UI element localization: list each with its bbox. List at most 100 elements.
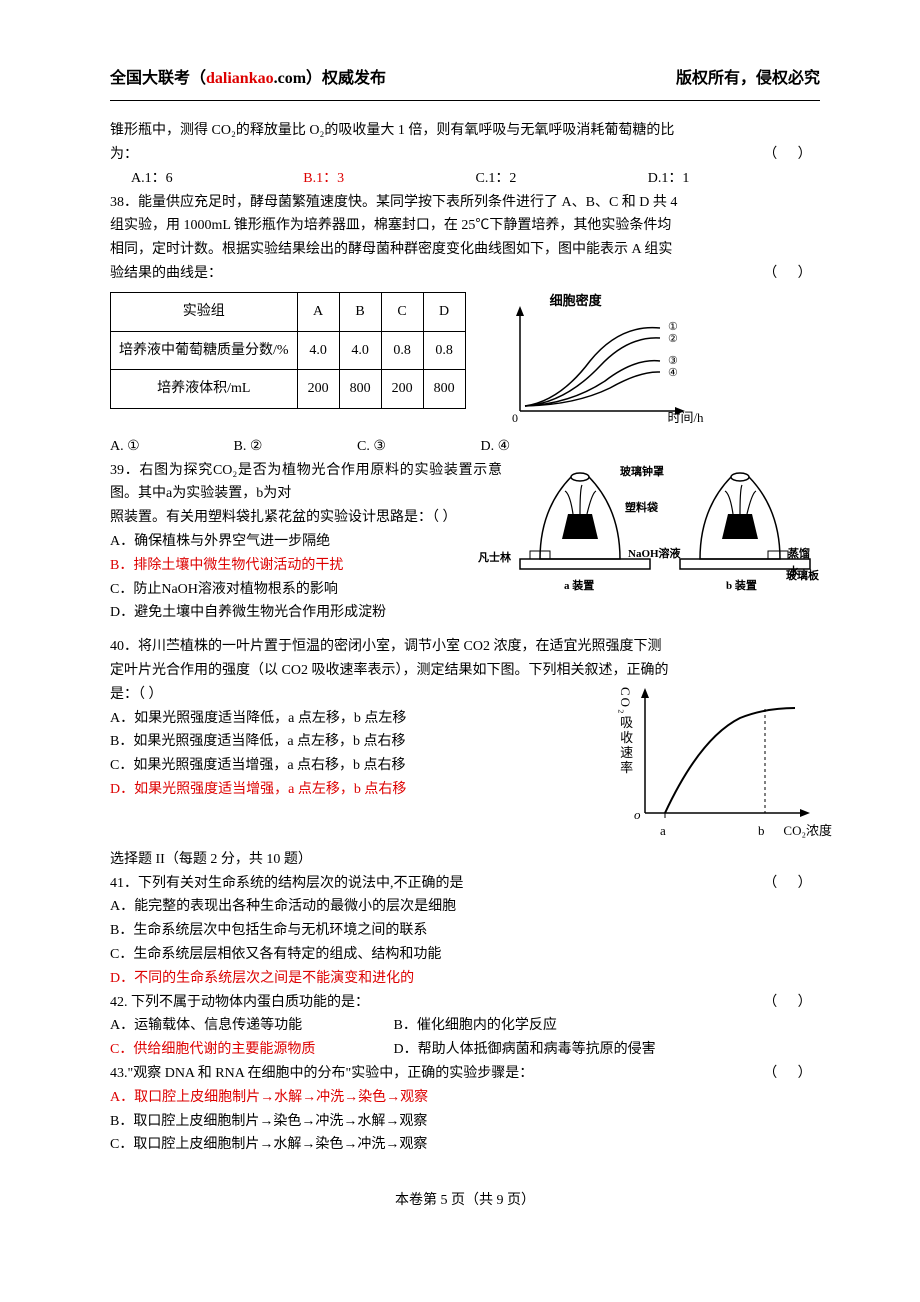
q38-line3: 相同，定时计数。根据实验结果绘出的酵母菌种群密度变化曲线图如下，图中能表示 A … [110,238,820,262]
svg-text:②: ② [668,333,678,345]
q38-th0: 实验组 [111,292,298,331]
q38-chart-xlabel: 时间/h [667,407,703,429]
header-prefix: 全国大联考（ [110,70,206,87]
q38-th1: A [297,292,339,331]
q43-options: A．取口腔上皮细胞制片→水解→冲洗→染色→观察 B．取口腔上皮细胞制片→染色→冲… [110,1086,820,1157]
q40-chart: CO₂吸收速率 o a b CO₂浓度 [610,683,820,838]
q37-line1: 锥形瓶中，测得 CO₂的释放量比 O₂的吸收量大 1 倍，则有氧呼吸与无氧呼吸消… [110,119,820,143]
q38-r2c3: 200 [381,370,423,409]
q38-line4: 验结果的曲线是： （ ） [110,262,820,286]
q38-optC: C. ③ [357,435,477,459]
q42-optD: D．帮助人体抵御病菌和病毒等抗原的侵害 [394,1042,656,1057]
q37-optB: B.1：3 [303,167,475,191]
q40-optC: C．如果光照强度适当增强，a 点右移，b 点右移 [110,754,604,778]
q39-optD: D．避免土壤中自养微生物光合作用形成淀粉 [110,601,502,625]
svg-text:①: ① [668,321,678,333]
q37-optA: A.1：6 [131,167,303,191]
q38-th3: C [381,292,423,331]
q43-optA: A．取口腔上皮细胞制片→水解→冲洗→染色→观察 [110,1086,820,1110]
q42-stem: 42. 下列不属于动物体内蛋白质功能的是： （ ） [110,991,820,1015]
q41-optB: B．生命系统层次中包括生命与无机环境之间的联系 [110,919,820,943]
q38-r2c1: 200 [297,370,339,409]
header-divider [110,100,820,101]
q38-r1c3: 0.8 [381,331,423,370]
q38-r1c2: 4.0 [339,331,381,370]
q42-optB: B．催化细胞内的化学反应 [394,1018,557,1033]
header-right: 版权所有，侵权必究 [676,65,820,92]
header-left: 全国大联考（daliankao.com）权威发布 [110,65,386,92]
section2-title: 选择题 II（每题 2 分，共 10 题） [110,848,820,872]
q39-lbl-bag: 塑料袋 [625,499,658,518]
q38-r2c2: 800 [339,370,381,409]
q40-optB: B．如果光照强度适当降低，a 点左移，b 点右移 [110,730,604,754]
svg-text:③: ③ [668,355,678,367]
q41-options: A．能完整的表现出各种生命活动的最微小的层次是细胞 B．生命系统层次中包括生命与… [110,895,820,990]
q37-options: A.1：6 B.1：3 C.1：2 D.1：1 [110,167,820,191]
q39-figure-svg [510,459,820,599]
q38-brace: （ ） [763,262,820,286]
q38-optD: D. ④ [481,435,601,459]
q41-optC: C．生命系统层层相依又各有特定的组成、结构和功能 [110,943,820,967]
q42-options: A．运输载体、信息传递等功能 B．催化细胞内的化学反应 C．供给细胞代谢的主要能… [110,1014,820,1062]
q40-a: a [660,820,666,842]
q43-brace: （ ） [763,1062,820,1086]
q38-line2: 组实验，用 1000mL 锥形瓶作为培养器皿，棉塞封口，在 25℃下静置培养，其… [110,214,820,238]
page: 全国大联考（daliankao.com）权威发布 版权所有，侵权必究 锥形瓶中，… [0,0,920,1267]
q40-b: b [758,820,765,842]
q39-lbl-bell: 玻璃钟罩 [620,463,664,482]
q39-optA: A．确保植株与外界空气进一步隔绝 [110,530,502,554]
q38-r1c1: 4.0 [297,331,339,370]
q42-optC: C．供给细胞代谢的主要能源物质 [110,1038,390,1062]
header-suffix: ）权威发布 [306,70,386,87]
q40-text: 是：（ ） A．如果光照强度适当降低，a 点左移，b 点左移 B．如果光照强度适… [110,683,604,802]
q40-chart-svg [610,683,820,833]
q38-r1c4: 0.8 [423,331,465,370]
q38-optA: A. ① [110,435,230,459]
q39-lbl-a: a 装置 [564,577,594,596]
q40-xlabel: CO₂浓度 [783,820,832,842]
q39-lbl-b: b 装置 [726,577,757,596]
q39-figure: 玻璃钟罩 塑料袋 NaOH溶液 蒸馏水 凡士林 玻璃板 a 装置 b 装置 [510,459,820,599]
q42-stem-text: 42. 下列不属于动物体内蛋白质功能的是： [110,995,369,1010]
q43-optB: B．取口腔上皮细胞制片→染色→冲洗→水解→观察 [110,1110,820,1134]
q42-optA: A．运输载体、信息传递等功能 [110,1014,390,1038]
q39-text: 39．右图为探究CO₂是否为植物光合作用原料的实验装置示意图。其中a为实验装置，… [110,459,502,626]
q38-r2c0: 培养液体积/mL [111,370,298,409]
q41-optD: D．不同的生命系统层次之间是不能演变和进化的 [110,967,820,991]
footer: 本卷第 5 页（共 9 页） [110,1189,820,1213]
q38-th4: D [423,292,465,331]
q41-stem: 41．下列有关对生命系统的结构层次的说法中,不正确的是 （ ） [110,872,820,896]
q38-line4-text: 验结果的曲线是： [110,266,222,281]
q41-optA: A．能完整的表现出各种生命活动的最微小的层次是细胞 [110,895,820,919]
q42-brace: （ ） [763,991,820,1015]
q40-row: 是：（ ） A．如果光照强度适当降低，a 点左移，b 点左移 B．如果光照强度适… [110,683,820,838]
q39-line1: 39．右图为探究CO₂是否为植物光合作用原料的实验装置示意图。其中a为实验装置，… [110,459,502,507]
q38-table: 实验组 A B C D 培养液中葡萄糖质量分数/% 4.0 4.0 0.8 0.… [110,292,466,409]
q38-row: 实验组 A B C D 培养液中葡萄糖质量分数/% 4.0 4.0 0.8 0.… [110,292,820,427]
q37-optC: C.1：2 [476,167,648,191]
brand-black: .com [274,70,306,87]
q39-optC: C．防止NaOH溶液对植物根系的影响 [110,578,502,602]
q38-optB: B. ② [234,435,354,459]
brand-red: daliankao [206,70,274,87]
q39-optB: B．排除土壤中微生物代谢活动的干扰 [110,554,502,578]
q37-brace: （ ） [763,143,820,167]
q43-stem-text: 43."观察 DNA 和 RNA 在细胞中的分布"实验中，正确的实验步骤是： [110,1066,533,1081]
q37-line2-text: 为： [110,147,138,162]
q39-lbl-vaseline: 凡士林 [478,549,511,568]
q40-o: o [634,804,641,826]
q42-row2: C．供给细胞代谢的主要能源物质 D．帮助人体抵御病菌和病毒等抗原的侵害 [110,1038,820,1062]
q43-stem: 43."观察 DNA 和 RNA 在细胞中的分布"实验中，正确的实验步骤是： （… [110,1062,820,1086]
q38-th2: B [339,292,381,331]
svg-text:④: ④ [668,367,678,379]
q40-line1: 40．将川苎植株的一叶片置于恒温的密闭小室，调节小室 CO2 浓度，在适宜光照强… [110,635,820,659]
q39-lbl-naoh: NaOH溶液 [628,545,681,564]
q38-r2c4: 800 [423,370,465,409]
q38-chart: 细胞密度 ① ② ③ ④ 0 时间/h [490,292,700,427]
q38-r1c0: 培养液中葡萄糖质量分数/% [111,331,298,370]
q40-optD: D．如果光照强度适当增强，a 点左移，b 点右移 [110,778,604,802]
q38-chart-svg: ① ② ③ ④ 0 [500,306,695,424]
q43-optC: C．取口腔上皮细胞制片→水解→染色→冲洗→观察 [110,1133,820,1157]
q38-line1: 38．能量供应充足时，酵母菌繁殖速度快。某同学按下表所列条件进行了 A、B、C … [110,191,820,215]
svg-text:0: 0 [512,411,518,424]
